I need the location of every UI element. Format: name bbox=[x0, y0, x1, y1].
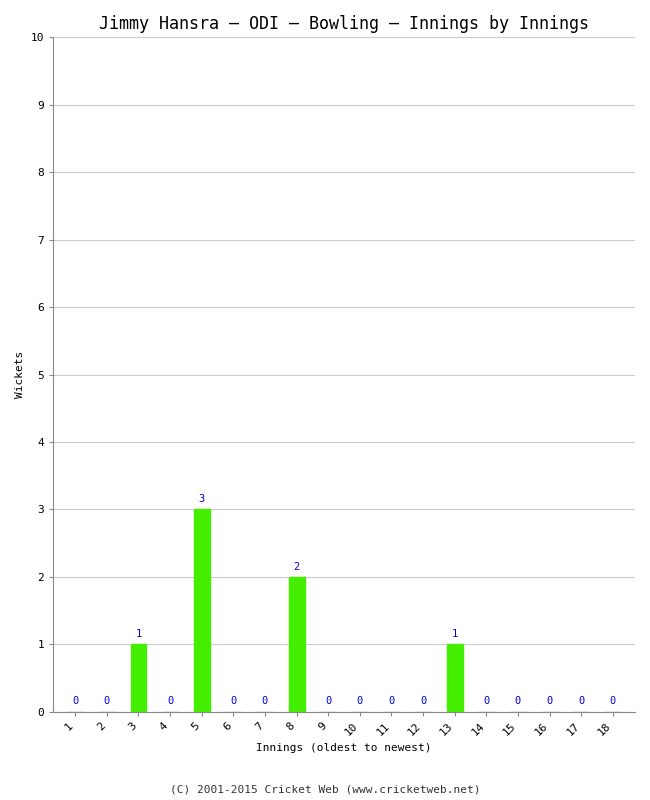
Text: 2: 2 bbox=[294, 562, 300, 571]
Text: 0: 0 bbox=[357, 697, 363, 706]
Text: 0: 0 bbox=[483, 697, 489, 706]
Bar bbox=[447, 644, 463, 712]
Text: 1: 1 bbox=[135, 629, 142, 639]
Bar bbox=[289, 577, 304, 712]
Text: 0: 0 bbox=[325, 697, 332, 706]
Text: 0: 0 bbox=[388, 697, 395, 706]
Text: 0: 0 bbox=[167, 697, 173, 706]
Y-axis label: Wickets: Wickets bbox=[15, 351, 25, 398]
Text: 3: 3 bbox=[199, 494, 205, 504]
Text: 0: 0 bbox=[104, 697, 110, 706]
Text: 0: 0 bbox=[578, 697, 584, 706]
Text: 0: 0 bbox=[515, 697, 521, 706]
Text: 0: 0 bbox=[420, 697, 426, 706]
Text: 0: 0 bbox=[72, 697, 79, 706]
Text: 0: 0 bbox=[230, 697, 237, 706]
X-axis label: Innings (oldest to newest): Innings (oldest to newest) bbox=[256, 743, 432, 753]
Bar bbox=[194, 510, 210, 712]
Text: (C) 2001-2015 Cricket Web (www.cricketweb.net): (C) 2001-2015 Cricket Web (www.cricketwe… bbox=[170, 784, 480, 794]
Text: 1: 1 bbox=[452, 629, 458, 639]
Title: Jimmy Hansra – ODI – Bowling – Innings by Innings: Jimmy Hansra – ODI – Bowling – Innings b… bbox=[99, 15, 589, 33]
Text: 0: 0 bbox=[262, 697, 268, 706]
Bar bbox=[131, 644, 146, 712]
Text: 0: 0 bbox=[610, 697, 616, 706]
Text: 0: 0 bbox=[547, 697, 552, 706]
